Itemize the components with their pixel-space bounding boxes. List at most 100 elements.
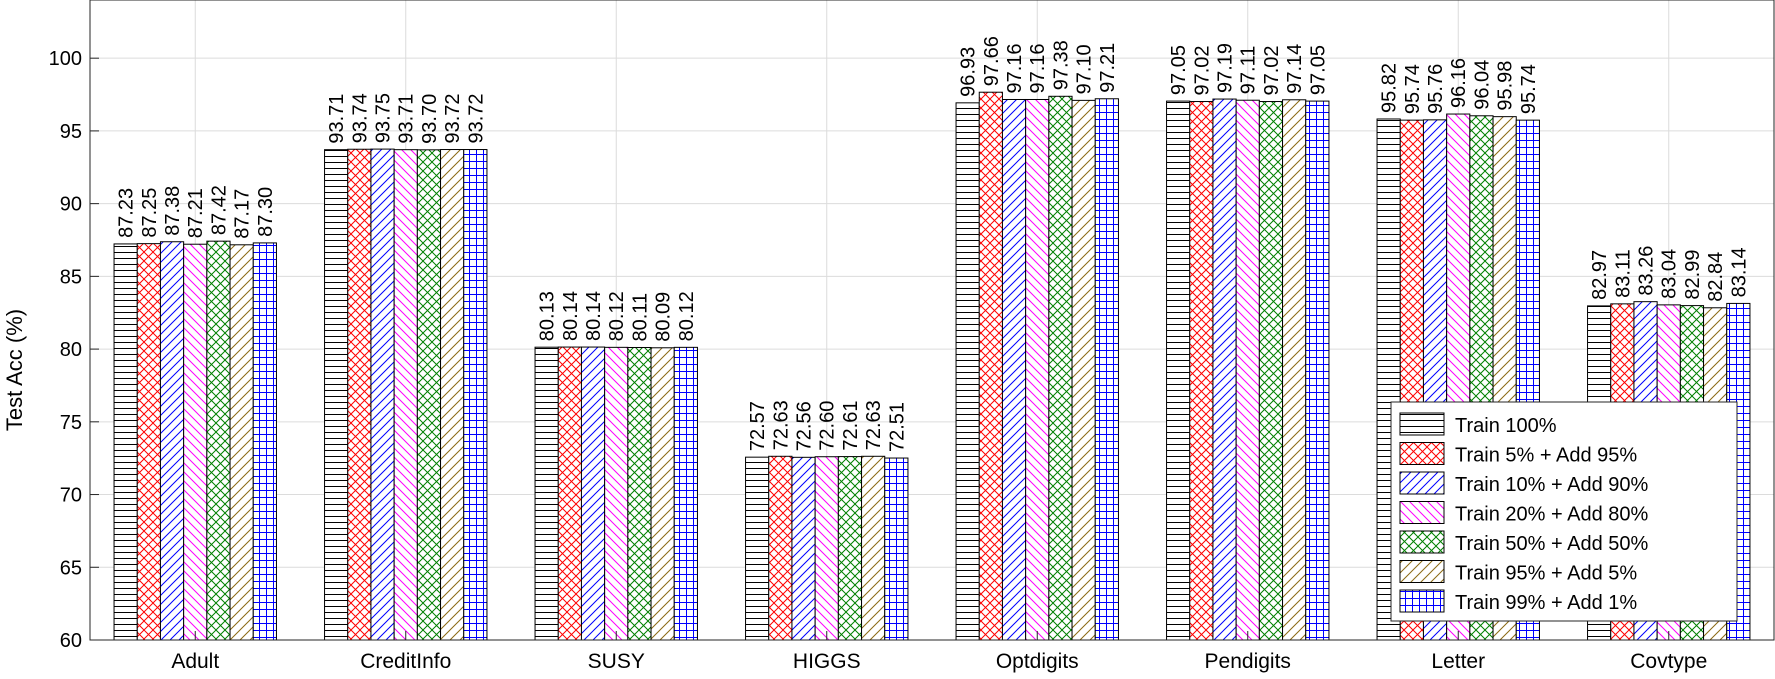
legend-label: Train 50% + Add 50% — [1455, 533, 1648, 555]
legend-label: Train 99% + Add 1% — [1455, 592, 1637, 614]
ytick-label: 80 — [60, 339, 82, 361]
x-axis-ticks: Adult CreditInfo SUSY HIGGS Optdigits Pendigi… — [171, 631, 1707, 673]
data-label: 80.12 — [676, 291, 698, 341]
legend-box — [1390, 401, 1738, 622]
data-label: 97.11 — [1238, 46, 1260, 95]
data-label: 97.02 — [1191, 45, 1213, 95]
data-label: 97.66 — [981, 36, 1003, 86]
data-label: 83.26 — [1636, 246, 1658, 296]
data-label: 83.14 — [1728, 247, 1750, 297]
bar — [814, 456, 839, 641]
xtick-label: CreditInfo — [360, 650, 451, 673]
data-label: 87.23 — [116, 188, 138, 238]
bar — [650, 347, 675, 641]
data-label: 82.97 — [1589, 250, 1611, 300]
ytick-label: 65 — [60, 557, 82, 579]
bar — [229, 244, 254, 641]
bar — [627, 346, 652, 641]
xtick-label: SUSY — [588, 650, 645, 673]
data-label: 72.57 — [747, 401, 769, 451]
bar — [440, 149, 465, 641]
data-label: 93.75 — [373, 93, 395, 143]
bar — [1189, 101, 1214, 641]
ytick-label: 95 — [60, 121, 82, 143]
legend-label: Train 95% + Add 5% — [1455, 563, 1637, 585]
xtick-label: Letter — [1431, 650, 1485, 673]
xtick-label: Optdigits — [996, 650, 1079, 673]
data-label: 83.11 — [1612, 249, 1634, 298]
data-label: 80.09 — [653, 292, 675, 342]
bar — [113, 243, 138, 641]
legend-swatch — [1399, 589, 1445, 613]
bar — [1094, 98, 1119, 641]
data-label: 97.16 — [1004, 43, 1026, 93]
bar — [347, 148, 372, 641]
data-label: 95.98 — [1495, 61, 1517, 111]
data-label: 95.82 — [1379, 63, 1401, 113]
bar — [768, 455, 793, 641]
data-label: 97.21 — [1097, 43, 1119, 93]
bar — [370, 148, 395, 641]
data-label: 80.13 — [537, 291, 559, 341]
bar — [1282, 99, 1307, 641]
bar — [861, 455, 886, 641]
legend-label: Train 100% — [1455, 415, 1557, 437]
bar — [978, 91, 1003, 641]
ytick-label: 75 — [60, 412, 82, 434]
ytick-label: 60 — [60, 630, 82, 652]
data-label: 97.19 — [1215, 43, 1237, 93]
y-axis-ticks: 60 65 70 75 80 85 90 95 100 — [49, 48, 99, 652]
legend-swatch — [1399, 530, 1445, 554]
bar — [1071, 99, 1096, 641]
data-label: 87.30 — [255, 187, 277, 237]
bar — [1305, 100, 1330, 641]
xtick-label: Adult — [171, 650, 219, 673]
legend-label: Train 20% + Add 80% — [1455, 504, 1648, 526]
data-label: 93.70 — [419, 94, 441, 144]
data-label: 93.71 — [396, 94, 418, 144]
bar — [1258, 101, 1284, 641]
data-label: 72.56 — [794, 401, 816, 451]
bar — [955, 102, 980, 641]
bar — [745, 456, 770, 641]
bar — [1025, 98, 1050, 641]
data-label: 72.63 — [770, 400, 792, 450]
legend-label: Train 10% + Add 90% — [1455, 474, 1648, 496]
data-label: 72.60 — [817, 401, 839, 451]
xtick-label: Covtype — [1630, 650, 1707, 673]
legend-items: Train 100% Train 5% + Add 95% Train 10% + … — [1399, 412, 1648, 614]
data-label: 87.38 — [162, 186, 184, 236]
legend-swatch — [1399, 471, 1445, 495]
data-label: 97.10 — [1074, 44, 1096, 94]
data-label: 96.93 — [958, 47, 980, 97]
bar — [416, 149, 442, 641]
bar — [393, 149, 418, 641]
data-labels: 87.23 87.25 87.38 87.21 87.42 87.17 87.30 93.71… — [116, 36, 1751, 452]
legend-swatch — [1399, 442, 1445, 465]
bar — [534, 346, 559, 641]
legend: Train 100% Train 5% + Add 95% Train 10% + … — [1390, 401, 1738, 622]
data-label: 95.74 — [1518, 64, 1540, 114]
legend-swatch — [1399, 501, 1445, 524]
data-label: 97.05 — [1307, 45, 1329, 95]
data-label: 93.72 — [465, 93, 487, 143]
legend-swatch — [1399, 412, 1445, 436]
bar — [1048, 95, 1073, 641]
data-label: 97.05 — [1168, 45, 1190, 95]
bar — [673, 346, 698, 641]
bar — [463, 149, 488, 641]
data-label: 80.14 — [583, 291, 605, 341]
bar — [1166, 100, 1191, 641]
data-label: 82.84 — [1705, 252, 1727, 302]
data-label: 80.14 — [560, 291, 582, 341]
data-label: 96.16 — [1448, 58, 1470, 108]
bar — [159, 241, 185, 641]
bar — [580, 346, 606, 641]
bar — [136, 243, 161, 641]
ytick-label: 85 — [60, 266, 82, 288]
bar — [791, 456, 816, 641]
ytick-label: 100 — [49, 48, 82, 70]
bar — [604, 346, 629, 641]
data-label: 87.17 — [232, 189, 254, 239]
